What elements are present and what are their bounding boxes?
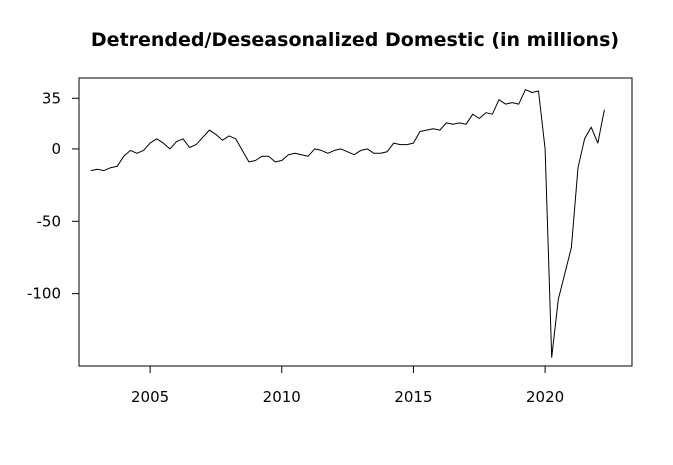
series-line (90, 89, 605, 358)
x-tick-label: 2020 (526, 388, 564, 406)
y-tick-label: -50 (37, 212, 62, 230)
plot-frame (78, 77, 633, 367)
x-axis: 2005 2010 2015 2020 (131, 366, 564, 406)
y-axis: 35 0 -50 -100 (27, 89, 79, 303)
y-tick-label: 0 (51, 140, 61, 158)
x-tick-label: 2010 (263, 388, 301, 406)
y-tick-label: 35 (42, 89, 61, 107)
x-tick-label: 2015 (394, 388, 432, 406)
y-tick-label: -100 (27, 285, 61, 303)
x-tick-label: 2005 (131, 388, 169, 406)
chart-title: Detrended/Deseasonalized Domestic (in mi… (91, 29, 619, 51)
